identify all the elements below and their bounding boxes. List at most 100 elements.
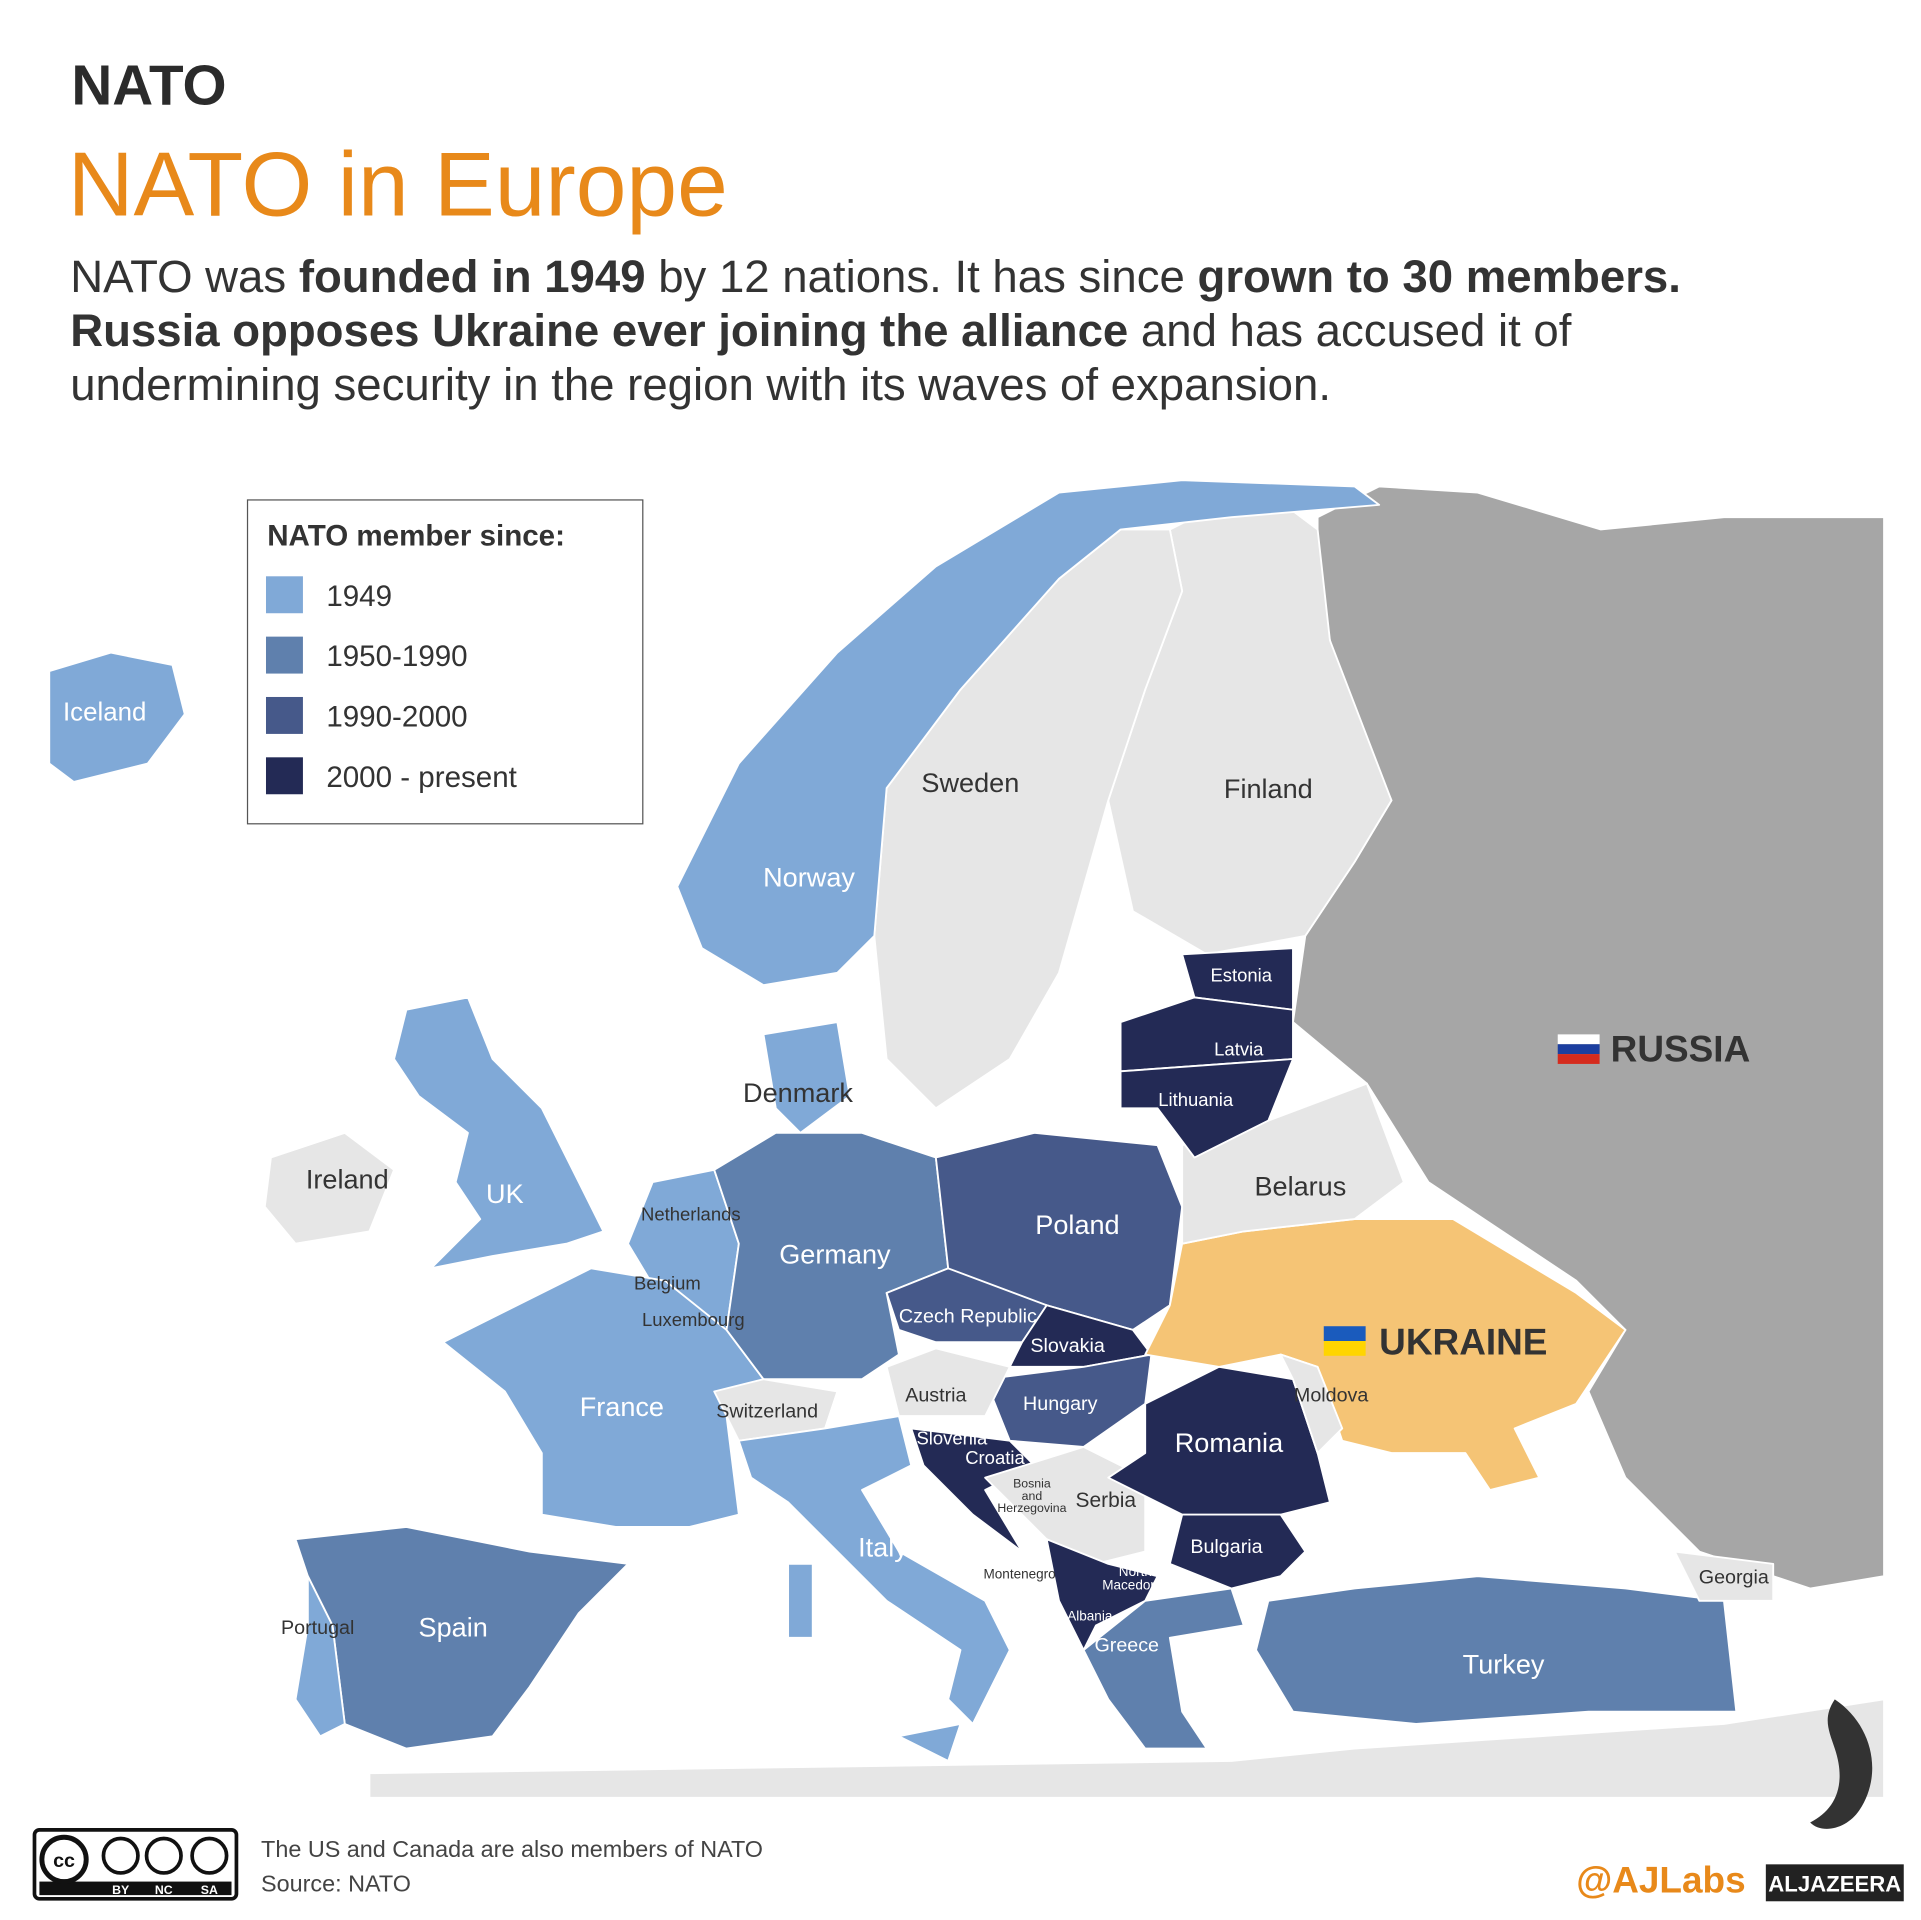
legend-swatch <box>265 576 303 614</box>
greece-shape <box>1082 1587 1245 1750</box>
country-label: Croatia <box>965 1447 1025 1468</box>
country-label: UKRAINE <box>1379 1322 1547 1363</box>
country-label: Denmark <box>743 1077 853 1108</box>
description-text: undermining security in the region with … <box>70 359 1331 410</box>
legend-swatch <box>265 757 303 795</box>
country-label: France <box>580 1391 664 1422</box>
norway-shape <box>676 479 1381 987</box>
license-text: cc <box>53 1850 75 1872</box>
country-label: Luxembourg <box>642 1309 745 1330</box>
country-label: RUSSIA <box>1611 1028 1751 1069</box>
country-label: Bosnia <box>1013 1477 1051 1491</box>
bulgaria-shape <box>1168 1513 1307 1590</box>
cc-badge <box>32 1828 239 1901</box>
legend-box <box>246 499 644 825</box>
country-label: Turkey <box>1463 1648 1545 1679</box>
brand: ALJAZEERA <box>1768 1871 1901 1896</box>
country-label: Austria <box>905 1384 966 1406</box>
sicily-shape <box>898 1723 962 1762</box>
country-label: Germany <box>779 1238 891 1269</box>
country-label: Sweden <box>921 767 1019 798</box>
map <box>48 479 1885 1799</box>
country-label: Ireland <box>306 1163 389 1194</box>
country-label: UK <box>486 1178 524 1209</box>
footnote: The US and Canada are also members of NA… <box>261 1836 763 1862</box>
country-label: Italy <box>858 1531 908 1562</box>
description-line: Russia opposes Ukraine ever joining the … <box>70 305 1572 356</box>
brand-logo <box>1810 1699 1873 1829</box>
country-label: Romania <box>1175 1427 1284 1458</box>
legend-swatch <box>265 636 303 674</box>
italy-shape <box>737 1415 1011 1725</box>
country-label: Switzerland <box>716 1400 818 1422</box>
country-label: Lithuania <box>1158 1089 1234 1110</box>
legend-label: 1949 <box>326 580 392 613</box>
country-label: Poland <box>1035 1209 1119 1240</box>
legend-title: NATO member since: <box>267 520 565 553</box>
country-label: Finland <box>1224 773 1313 804</box>
germany-shape <box>713 1131 950 1381</box>
romania-shape <box>1107 1365 1331 1516</box>
country-label: Iceland <box>63 698 146 726</box>
uk-shape <box>393 996 605 1270</box>
country-label: Greece <box>1094 1634 1159 1656</box>
austria-shape <box>885 1347 1011 1418</box>
denmark-shape <box>762 1021 851 1134</box>
iceland-shape <box>48 651 186 783</box>
country-label: Belarus <box>1254 1171 1346 1202</box>
country-label: Albania <box>1067 1609 1113 1624</box>
legend-label: 2000 - present <box>326 761 517 794</box>
description-bold: Russia opposes Ukraine ever joining the … <box>70 305 1128 356</box>
source: Source: NATO <box>261 1870 411 1896</box>
country-label: Netherlands <box>641 1203 741 1224</box>
russia-flag <box>1557 1034 1600 1064</box>
description-text: by 12 nations. It has since <box>646 251 1198 302</box>
country-label: Serbia <box>1076 1489 1137 1512</box>
country-label: Norway <box>763 862 855 893</box>
switzerland-shape <box>713 1378 839 1442</box>
section-label: NATO <box>71 55 226 118</box>
land-background <box>368 1698 1885 1799</box>
license-text: NC <box>155 1883 173 1897</box>
legend-label: 1990-2000 <box>326 701 467 734</box>
country-label: Estonia <box>1210 964 1272 985</box>
country-label: Georgia <box>1699 1567 1769 1589</box>
cc-texts: cc BY NC SA <box>53 1850 218 1897</box>
france-shape <box>442 1267 765 1528</box>
license-text: BY <box>112 1883 129 1897</box>
description-line: undermining security in the region with … <box>70 359 1331 410</box>
country-label: Hungary <box>1023 1393 1098 1415</box>
country-label: Herzegovina <box>997 1501 1066 1515</box>
country-label: North <box>1119 1564 1152 1579</box>
legend-label: 1950-1990 <box>326 640 467 673</box>
latvia-shape <box>1119 996 1294 1073</box>
lithuania-shape <box>1119 1058 1294 1159</box>
description-line: NATO was founded in 1949 by 12 nations. … <box>70 251 1681 302</box>
country-label: Macedonia <box>1102 1578 1169 1593</box>
license-text: SA <box>201 1883 218 1897</box>
description-bold: founded in 1949 <box>299 251 646 302</box>
country-label: Belgium <box>634 1272 701 1293</box>
west-balkans-shape <box>1045 1538 1159 1652</box>
georgia-shape <box>1673 1550 1775 1602</box>
handle: @AJLabs <box>1576 1860 1745 1901</box>
country-label: Czech Republic <box>899 1306 1037 1328</box>
country-label: Moldova <box>1294 1384 1368 1406</box>
croatia-shape <box>910 1427 1036 1553</box>
description-text: and has accused it of <box>1128 305 1571 356</box>
description: NATO was founded in 1949 by 12 nations. … <box>70 251 1681 410</box>
brand-box <box>1765 1864 1904 1902</box>
ireland-shape <box>263 1131 395 1245</box>
map-labels: Iceland Sweden Finland Norway Estonia Latvia L… <box>63 698 1769 1679</box>
ukraine-shape <box>1144 1218 1627 1491</box>
description-text: NATO was <box>70 251 299 302</box>
belarus-shape <box>1181 1082 1405 1245</box>
country-label: and <box>1022 1489 1043 1503</box>
country-label: Slovenia <box>916 1427 988 1448</box>
country-label: Spain <box>419 1612 488 1643</box>
moldova-shape <box>1279 1353 1344 1454</box>
turkey-shape <box>1255 1575 1738 1725</box>
country-label: Latvia <box>1214 1038 1264 1059</box>
